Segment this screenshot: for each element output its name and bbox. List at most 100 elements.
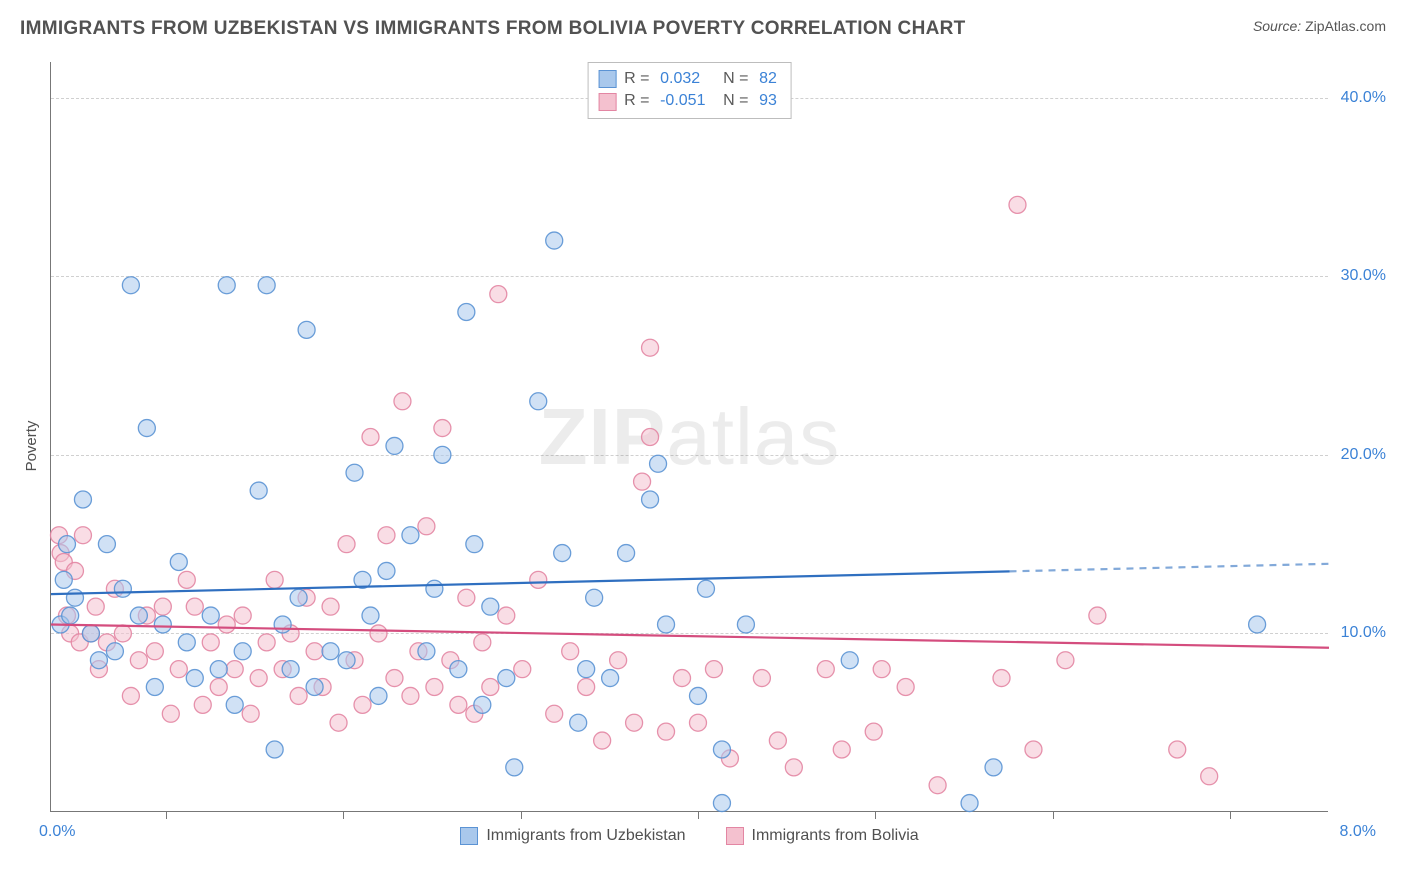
scatter-point-uzbekistan [546, 232, 563, 249]
scatter-point-uzbekistan [146, 679, 163, 696]
scatter-point-bolivia [689, 714, 706, 731]
scatter-point-bolivia [498, 607, 515, 624]
source-name: ZipAtlas.com [1305, 18, 1386, 34]
scatter-point-uzbekistan [450, 661, 467, 678]
scatter-point-uzbekistan [298, 321, 315, 338]
scatter-point-bolivia [610, 652, 627, 669]
scatter-point-uzbekistan [58, 536, 75, 553]
x-axis-max-label: 8.0% [1340, 823, 1376, 841]
scatter-point-bolivia [426, 679, 443, 696]
scatter-point-uzbekistan [122, 277, 139, 294]
stats-legend-box: R = 0.032 N = 82 R = -0.051 N = 93 [587, 62, 792, 119]
scatter-point-uzbekistan [697, 580, 714, 597]
scatter-point-uzbekistan [322, 643, 339, 660]
y-axis-label: Poverty [23, 421, 40, 472]
scatter-point-bolivia [705, 661, 722, 678]
scatter-point-uzbekistan [658, 616, 675, 633]
bottom-legend: Immigrants from Uzbekistan Immigrants fr… [51, 827, 1328, 845]
scatter-point-uzbekistan [138, 420, 155, 437]
scatter-point-bolivia [929, 777, 946, 794]
scatter-point-bolivia [178, 571, 195, 588]
scatter-point-bolivia [626, 714, 643, 731]
scatter-point-uzbekistan [55, 571, 72, 588]
scatter-point-bolivia [194, 696, 211, 713]
scatter-point-bolivia [290, 687, 307, 704]
x-tick [698, 811, 699, 819]
scatter-point-bolivia [378, 527, 395, 544]
scatter-point-uzbekistan [106, 643, 123, 660]
scatter-point-bolivia [154, 598, 171, 615]
n-value-uzbekistan: 82 [759, 68, 777, 90]
y-tick-label: 20.0% [1341, 446, 1386, 464]
x-tick [875, 811, 876, 819]
scatter-point-bolivia [87, 598, 104, 615]
scatter-point-bolivia [362, 429, 379, 446]
source-prefix: Source: [1253, 18, 1305, 34]
scatter-point-bolivia [674, 670, 691, 687]
legend-item-uzbekistan: Immigrants from Uzbekistan [460, 827, 685, 845]
scatter-point-uzbekistan [530, 393, 547, 410]
scatter-point-uzbekistan [66, 589, 83, 606]
scatter-point-bolivia [993, 670, 1010, 687]
y-tick-label: 30.0% [1341, 267, 1386, 285]
x-tick [166, 811, 167, 819]
scatter-point-bolivia [322, 598, 339, 615]
scatter-point-bolivia [514, 661, 531, 678]
scatter-point-bolivia [250, 670, 267, 687]
scatter-point-uzbekistan [370, 687, 387, 704]
scatter-point-uzbekistan [338, 652, 355, 669]
scatter-point-uzbekistan [130, 607, 147, 624]
scatter-point-bolivia [402, 687, 419, 704]
y-tick-label: 40.0% [1341, 89, 1386, 107]
scatter-point-uzbekistan [154, 616, 171, 633]
source-credit: Source: ZipAtlas.com [1253, 18, 1386, 34]
scatter-point-bolivia [482, 679, 499, 696]
scatter-point-bolivia [450, 696, 467, 713]
scatter-point-uzbekistan [578, 661, 595, 678]
r-label: R = [624, 90, 652, 112]
scatter-point-uzbekistan [234, 643, 251, 660]
scatter-point-bolivia [130, 652, 147, 669]
legend-label-bolivia: Immigrants from Bolivia [752, 827, 919, 845]
scatter-point-uzbekistan [402, 527, 419, 544]
scatter-point-bolivia [354, 696, 371, 713]
scatter-point-bolivia [1057, 652, 1074, 669]
scatter-point-bolivia [394, 393, 411, 410]
scatter-point-uzbekistan [985, 759, 1002, 776]
scatter-point-uzbekistan [282, 661, 299, 678]
scatter-point-bolivia [833, 741, 850, 758]
scatter-point-bolivia [458, 589, 475, 606]
x-tick [521, 811, 522, 819]
scatter-point-uzbekistan [554, 545, 571, 562]
n-label: N = [723, 90, 751, 112]
scatter-point-bolivia [1201, 768, 1218, 785]
scatter-point-uzbekistan [642, 491, 659, 508]
scatter-point-bolivia [266, 571, 283, 588]
trend-line-dashed-uzbekistan [1010, 564, 1330, 572]
scatter-point-uzbekistan [250, 482, 267, 499]
r-value-uzbekistan: 0.032 [660, 68, 715, 90]
scatter-point-uzbekistan [426, 580, 443, 597]
scatter-point-bolivia [1169, 741, 1186, 758]
scatter-point-bolivia [1009, 196, 1026, 213]
scatter-point-bolivia [242, 705, 259, 722]
y-tick-label: 10.0% [1341, 624, 1386, 642]
scatter-point-bolivia [218, 616, 235, 633]
scatter-point-uzbekistan [62, 607, 79, 624]
x-tick [1053, 811, 1054, 819]
scatter-point-bolivia [865, 723, 882, 740]
stats-row-uzbekistan: R = 0.032 N = 82 [598, 68, 777, 90]
chart-title: IMMIGRANTS FROM UZBEKISTAN VS IMMIGRANTS… [20, 18, 966, 40]
scatter-point-uzbekistan [378, 562, 395, 579]
n-label: N = [723, 68, 751, 90]
scatter-point-uzbekistan [346, 464, 363, 481]
scatter-point-uzbekistan [650, 455, 667, 472]
scatter-point-uzbekistan [586, 589, 603, 606]
scatter-point-bolivia [234, 607, 251, 624]
swatch-bolivia [598, 93, 616, 111]
x-tick [1230, 811, 1231, 819]
scatter-point-bolivia [578, 679, 595, 696]
scatter-point-bolivia [642, 429, 659, 446]
scatter-point-uzbekistan [841, 652, 858, 669]
scatter-point-bolivia [74, 527, 91, 544]
